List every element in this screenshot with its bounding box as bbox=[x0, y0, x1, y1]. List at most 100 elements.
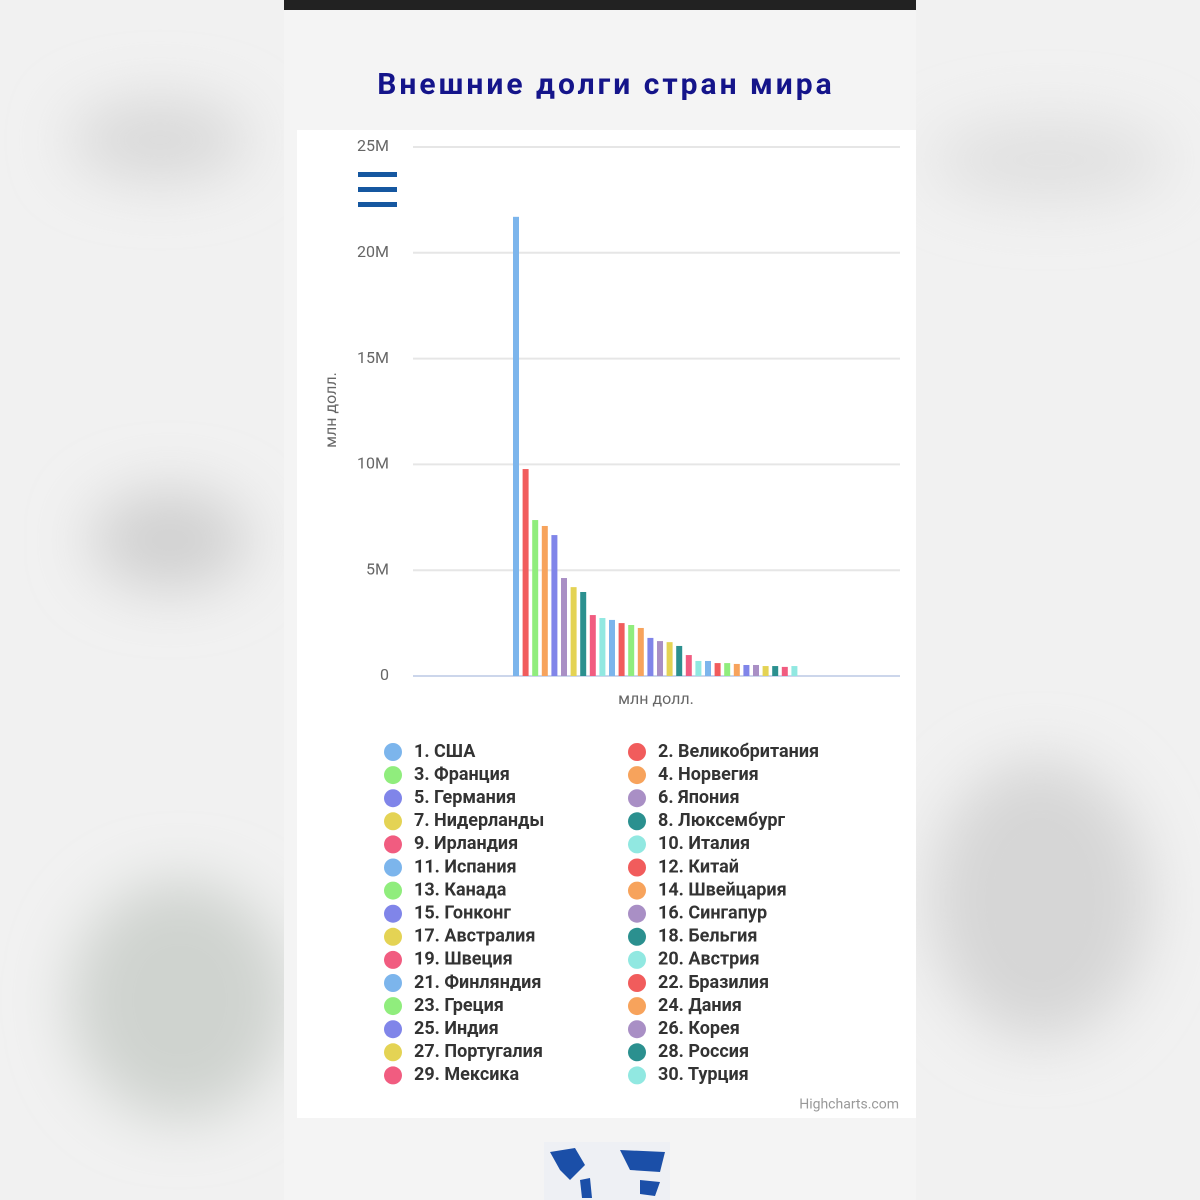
bar bbox=[532, 520, 539, 676]
blob bbox=[930, 760, 1150, 1040]
legend-symbol bbox=[384, 1043, 402, 1062]
chart-title: Внешние долги стран мира bbox=[377, 67, 834, 102]
y-tick-label: 20M bbox=[357, 242, 389, 261]
bar bbox=[609, 619, 615, 676]
bar bbox=[772, 666, 779, 676]
y-tick-label: 5M bbox=[366, 559, 389, 578]
legend-symbol bbox=[628, 766, 646, 785]
legend-symbol bbox=[384, 881, 402, 900]
bar bbox=[589, 615, 596, 676]
menu-button[interactable] bbox=[358, 172, 397, 207]
legend-symbol bbox=[384, 927, 402, 946]
menu-bar[interactable] bbox=[358, 202, 397, 207]
credits[interactable]: Highcharts.com bbox=[799, 1097, 899, 1113]
legend-label: 26. Корея bbox=[658, 1018, 740, 1039]
blob bbox=[930, 120, 1170, 200]
y-tick-label: 0 bbox=[380, 665, 389, 684]
legend-symbol bbox=[628, 1066, 646, 1085]
legend-symbol bbox=[628, 881, 646, 900]
legend-label: 27. Португалия bbox=[414, 1041, 543, 1062]
legend-label: 1. США bbox=[414, 741, 476, 762]
legend-symbol bbox=[384, 1066, 402, 1085]
legend-label: 8. Люксембург bbox=[658, 810, 786, 831]
legend-symbol bbox=[628, 1043, 646, 1062]
legend-label: 10. Италия bbox=[658, 833, 750, 854]
legend-symbol bbox=[628, 927, 646, 946]
legend-label: 6. Япония bbox=[658, 787, 740, 808]
legend-label: 24. Дания bbox=[658, 995, 742, 1016]
legend-label: 20. Австрия bbox=[658, 949, 760, 970]
legend-label: 30. Турция bbox=[658, 1064, 749, 1085]
bar bbox=[657, 641, 663, 676]
legend-label: 28. Россия bbox=[658, 1041, 749, 1062]
menu-bar[interactable] bbox=[358, 172, 397, 177]
bar bbox=[705, 660, 711, 676]
legend-label: 15. Гонконг bbox=[414, 902, 511, 923]
bar bbox=[695, 660, 702, 676]
legend-symbol bbox=[384, 789, 402, 808]
legend-symbol bbox=[384, 858, 402, 877]
legend-label: 11. Испания bbox=[414, 856, 517, 877]
legend-label: 3. Франция bbox=[414, 764, 510, 785]
bar bbox=[781, 666, 788, 676]
legend-symbol bbox=[628, 1020, 646, 1039]
legend-symbol bbox=[384, 904, 402, 923]
legend-symbol bbox=[384, 1020, 402, 1039]
legend-label: 16. Сингапур bbox=[658, 902, 767, 923]
bar bbox=[743, 664, 750, 676]
legend-symbol bbox=[628, 858, 646, 877]
legend-symbol bbox=[384, 835, 402, 854]
legend-symbol bbox=[628, 812, 646, 831]
bar bbox=[628, 625, 635, 676]
bar bbox=[541, 525, 548, 676]
legend-label: 29. Мексика bbox=[414, 1064, 520, 1085]
legend-label: 2. Великобритания bbox=[658, 741, 819, 762]
bar bbox=[580, 591, 587, 676]
y-axis-title: млн долл. bbox=[321, 372, 340, 448]
bar bbox=[570, 587, 577, 676]
x-axis-title: млн долл. bbox=[618, 689, 694, 708]
legend-symbol bbox=[628, 904, 646, 923]
blob bbox=[70, 100, 250, 180]
bar bbox=[666, 642, 673, 676]
legend-label: 4. Норвегия bbox=[658, 764, 759, 785]
bar bbox=[618, 623, 625, 676]
bar bbox=[724, 663, 731, 676]
legend-symbol bbox=[384, 743, 402, 761]
bar bbox=[513, 216, 519, 676]
bar bbox=[637, 627, 644, 676]
bar bbox=[791, 666, 798, 676]
legend-label: 22. Бразилия bbox=[658, 972, 769, 993]
bar bbox=[676, 645, 683, 676]
legend-label: 23. Греция bbox=[414, 995, 504, 1016]
legend-symbol bbox=[384, 974, 402, 992]
blob bbox=[70, 880, 290, 1120]
bar bbox=[753, 664, 759, 676]
menu-bar[interactable] bbox=[358, 187, 397, 192]
legend-label: 13. Канада bbox=[414, 879, 507, 900]
map-thumbnail[interactable] bbox=[544, 1142, 670, 1200]
legend-label: 12. Китай bbox=[658, 856, 739, 877]
legend-symbol bbox=[384, 997, 402, 1016]
legend-symbol bbox=[384, 766, 402, 785]
blurred-backdrop bbox=[70, 100, 1170, 1120]
legend-label: 14. Швейцария bbox=[658, 879, 787, 900]
chart-area bbox=[297, 130, 916, 1118]
y-tick-label: 25M bbox=[357, 136, 389, 155]
y-tick-label: 15M bbox=[357, 348, 389, 367]
bar bbox=[762, 666, 769, 676]
legend-label: 9. Ирландия bbox=[414, 833, 518, 854]
legend-label: 19. Швеция bbox=[414, 949, 513, 970]
bar bbox=[522, 469, 529, 676]
legend-label: 18. Бельгия bbox=[658, 926, 757, 947]
blob bbox=[90, 490, 250, 590]
legend-symbol bbox=[628, 950, 646, 969]
legend-symbol bbox=[628, 789, 646, 808]
legend-symbol bbox=[384, 812, 402, 831]
legend-label: 7. Нидерланды bbox=[414, 810, 544, 831]
legend-label: 5. Германия bbox=[414, 787, 516, 808]
legend-symbol bbox=[628, 835, 646, 854]
legend-symbol bbox=[384, 950, 402, 969]
map-shape[interactable] bbox=[550, 1148, 665, 1198]
